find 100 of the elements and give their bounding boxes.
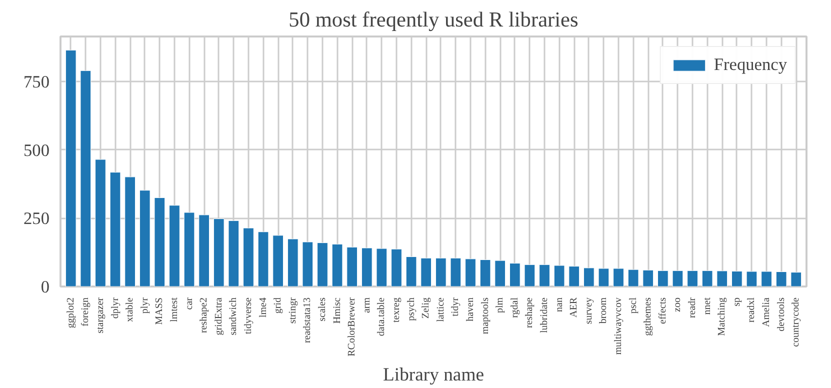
x-tick-label: data.table <box>376 296 388 336</box>
x-tick-label: xtable <box>124 296 136 322</box>
x-tick-label: dplyr <box>110 296 121 319</box>
x-tick-label: scales <box>316 297 328 322</box>
x-tick-label: broom <box>598 297 610 324</box>
x-tick-label: lattice <box>435 296 446 322</box>
bar <box>184 212 195 286</box>
bar <box>524 264 536 286</box>
bar <box>361 248 372 286</box>
bar <box>642 270 654 286</box>
bar <box>509 263 520 286</box>
chart-title: 50 most freqently used R libraries <box>288 8 578 32</box>
bar <box>213 218 224 286</box>
bar <box>406 256 417 286</box>
bar <box>657 270 668 286</box>
bar <box>716 270 728 286</box>
y-tick-label: 750 <box>24 72 50 92</box>
bar <box>790 272 802 286</box>
x-tick-label: zoo <box>672 297 684 312</box>
x-tick-label: effects <box>657 297 668 324</box>
x-tick-label: ggplot2 <box>65 297 76 328</box>
bar <box>613 268 624 286</box>
bar <box>332 244 343 286</box>
x-tick-label: maptools <box>480 297 491 334</box>
bar <box>287 238 298 286</box>
x-tick-label: tidyverse <box>242 296 254 334</box>
x-tick-label: survey <box>583 297 594 324</box>
x-tick-label: arm <box>361 297 372 314</box>
bar <box>95 159 106 286</box>
x-tick-label: reshape <box>524 296 536 328</box>
bar <box>494 260 506 286</box>
bar <box>228 220 240 286</box>
x-tick-label: car <box>184 296 195 310</box>
bar <box>480 259 491 286</box>
bar <box>732 270 742 286</box>
x-tick-label: haven <box>465 297 476 322</box>
x-tick-label: AER <box>568 297 580 318</box>
x-tick-label: readstata13 <box>302 297 314 344</box>
x-tick-label: sp <box>731 297 742 306</box>
x-tick-label: multiwayvcov <box>613 297 624 355</box>
bar <box>110 172 121 286</box>
x-tick-label: plyr <box>139 296 150 314</box>
bar <box>761 271 772 286</box>
x-tick-label: reshape2 <box>198 297 210 334</box>
x-tick-label: nnet <box>702 297 713 315</box>
y-tick-label: 250 <box>24 209 50 228</box>
bar <box>598 268 610 286</box>
bar <box>124 176 136 286</box>
bar <box>317 242 328 286</box>
x-tick-label: ggthemes <box>642 297 654 336</box>
x-tick-label: lme4 <box>258 297 269 318</box>
bar <box>139 190 150 286</box>
x-tick-label: RColorBrewer <box>346 296 358 356</box>
bar <box>346 246 358 286</box>
x-tick-label: lubridate <box>539 296 550 334</box>
x-tick-label: texreg <box>390 297 402 322</box>
x-tick-label: stringr <box>287 296 298 324</box>
bar <box>169 205 180 286</box>
bar <box>746 271 758 286</box>
x-tick-label: rgdal <box>509 297 520 318</box>
bar <box>628 269 639 286</box>
bar <box>258 232 269 286</box>
x-tick-label: devtools <box>776 297 787 332</box>
bar <box>376 248 388 286</box>
x-tick-label: pscl <box>628 297 639 314</box>
x-tick-label: stargazer <box>94 296 106 334</box>
y-tick-label: 500 <box>24 140 50 160</box>
x-tick-label: countrycode <box>790 296 802 347</box>
bar <box>243 228 254 286</box>
x-tick-label: grid <box>272 298 284 314</box>
bar <box>198 214 210 286</box>
x-tick-label: Zelig <box>420 297 432 319</box>
bar <box>687 270 698 286</box>
x-tick-label: nan <box>554 297 565 312</box>
x-tick-label: foreign <box>80 297 92 326</box>
bar <box>539 264 550 286</box>
x-tick-label: readr <box>687 296 698 318</box>
bar <box>554 265 565 286</box>
x-tick-label: lmtest <box>168 297 180 322</box>
x-tick-label: MASS <box>154 297 166 325</box>
x-tick-label: plm <box>494 297 506 314</box>
bar <box>435 258 446 286</box>
bar <box>420 258 432 286</box>
y-tick-label: 0 <box>40 278 50 296</box>
bar <box>672 270 684 286</box>
x-axis-title: Library name <box>382 364 484 386</box>
bar <box>65 50 76 286</box>
x-tick-label: Hmisc <box>332 296 343 324</box>
bar <box>154 197 166 286</box>
x-tick-label: tidyr <box>450 296 462 316</box>
x-tick-label: sandwich <box>228 297 240 336</box>
x-tick-label: Amelia <box>761 296 772 327</box>
bar <box>776 271 787 286</box>
legend-label: Frequency <box>714 55 787 75</box>
bar <box>583 268 594 286</box>
x-tick-label: readxl <box>746 297 758 322</box>
bar <box>702 270 713 286</box>
bar <box>568 266 580 286</box>
x-tick-label: gridExtra <box>213 296 224 336</box>
bar <box>391 248 402 286</box>
